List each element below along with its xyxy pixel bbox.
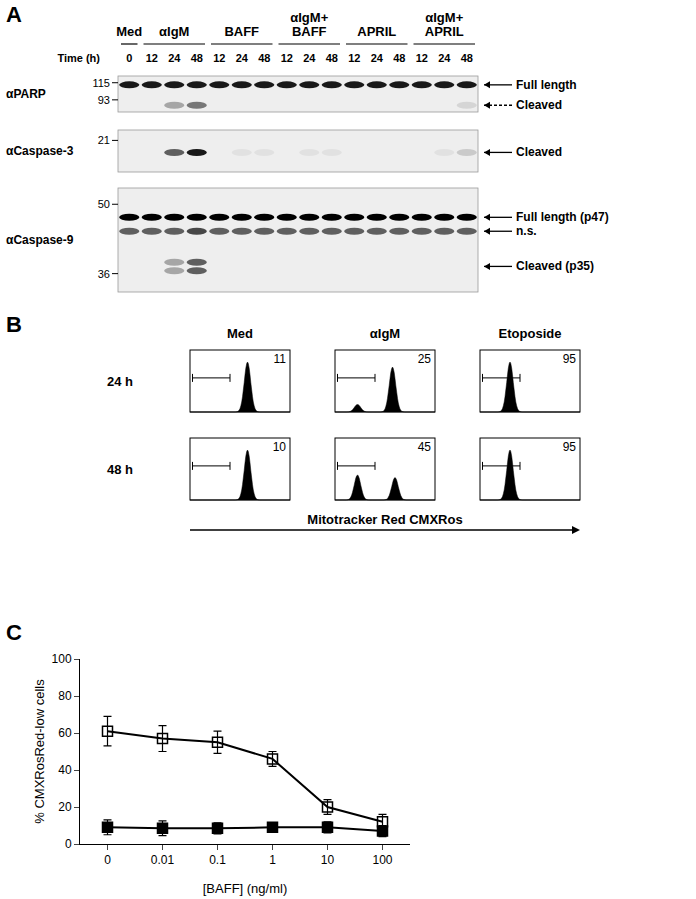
svg-text:Time (h): Time (h) — [57, 52, 100, 64]
svg-text:100: 100 — [372, 853, 392, 867]
svg-text:αIgM: αIgM — [159, 24, 189, 39]
svg-text:Full length: Full length — [516, 78, 577, 92]
svg-text:Med: Med — [227, 326, 253, 341]
svg-text:αPARP: αPARP — [6, 87, 46, 101]
svg-text:95: 95 — [563, 440, 577, 454]
svg-text:93: 93 — [98, 94, 110, 106]
svg-text:115: 115 — [92, 77, 110, 89]
svg-text:45: 45 — [418, 440, 432, 454]
svg-text:24: 24 — [236, 52, 249, 64]
svg-text:50: 50 — [98, 198, 110, 210]
svg-text:21: 21 — [98, 134, 110, 146]
svg-text:48: 48 — [326, 52, 338, 64]
svg-text:Cleaved: Cleaved — [516, 98, 562, 112]
svg-text:B: B — [6, 312, 22, 337]
svg-text:20: 20 — [58, 800, 72, 814]
svg-text:48 h: 48 h — [107, 462, 133, 477]
svg-text:10: 10 — [321, 853, 335, 867]
svg-text:10: 10 — [273, 440, 287, 454]
svg-text:48: 48 — [393, 52, 405, 64]
svg-text:48: 48 — [461, 52, 473, 64]
svg-text:12: 12 — [281, 52, 293, 64]
svg-text:0.01: 0.01 — [151, 853, 175, 867]
svg-text:95: 95 — [563, 352, 577, 366]
svg-text:11: 11 — [274, 352, 287, 366]
svg-text:12: 12 — [146, 52, 158, 64]
svg-text:Med: Med — [116, 24, 142, 39]
svg-text:APRIL: APRIL — [357, 24, 396, 39]
svg-text:100: 100 — [52, 652, 72, 666]
svg-text:48: 48 — [258, 52, 270, 64]
svg-text:24: 24 — [168, 52, 181, 64]
svg-text:0: 0 — [126, 52, 132, 64]
svg-text:12: 12 — [213, 52, 225, 64]
svg-text:48: 48 — [191, 52, 203, 64]
svg-text:Full length (p47): Full length (p47) — [516, 210, 609, 224]
svg-text:80: 80 — [58, 689, 72, 703]
svg-text:BAFF: BAFF — [224, 24, 259, 39]
svg-text:60: 60 — [58, 726, 72, 740]
svg-text:BAFF: BAFF — [292, 24, 327, 39]
html-text:C: C — [6, 620, 22, 645]
svg-text:24: 24 — [303, 52, 316, 64]
svg-text:αIgM: αIgM — [370, 326, 400, 341]
svg-text:24 h: 24 h — [107, 374, 133, 389]
svg-text:40: 40 — [58, 763, 72, 777]
svg-text:αCaspase-9: αCaspase-9 — [6, 233, 74, 247]
svg-text:[BAFF] (ng/ml): [BAFF] (ng/ml) — [203, 881, 288, 896]
svg-text:24: 24 — [371, 52, 384, 64]
svg-text:A: A — [6, 2, 22, 27]
svg-text:Mitotracker Red CMXRos: Mitotracker Red CMXRos — [307, 512, 462, 527]
svg-text:1: 1 — [269, 853, 276, 867]
svg-text:Cleaved (p35): Cleaved (p35) — [516, 259, 594, 273]
svg-text:12: 12 — [348, 52, 360, 64]
svg-text:APRIL: APRIL — [425, 24, 464, 39]
svg-text:αIgM+: αIgM+ — [425, 10, 463, 25]
svg-text:% CMXRosRed-low cells: % CMXRosRed-low cells — [32, 679, 47, 824]
svg-text:25: 25 — [418, 352, 432, 366]
svg-text:Etoposide: Etoposide — [499, 326, 562, 341]
svg-text:αCaspase-3: αCaspase-3 — [6, 144, 74, 158]
svg-text:0: 0 — [104, 853, 111, 867]
svg-text:12: 12 — [416, 52, 428, 64]
svg-text:0.1: 0.1 — [209, 853, 226, 867]
svg-text:24: 24 — [438, 52, 451, 64]
svg-text:Cleaved: Cleaved — [516, 145, 562, 159]
svg-text:n.s.: n.s. — [516, 224, 537, 238]
svg-text:αIgM+: αIgM+ — [290, 10, 328, 25]
svg-text:36: 36 — [98, 268, 110, 280]
svg-text:0: 0 — [65, 837, 72, 851]
